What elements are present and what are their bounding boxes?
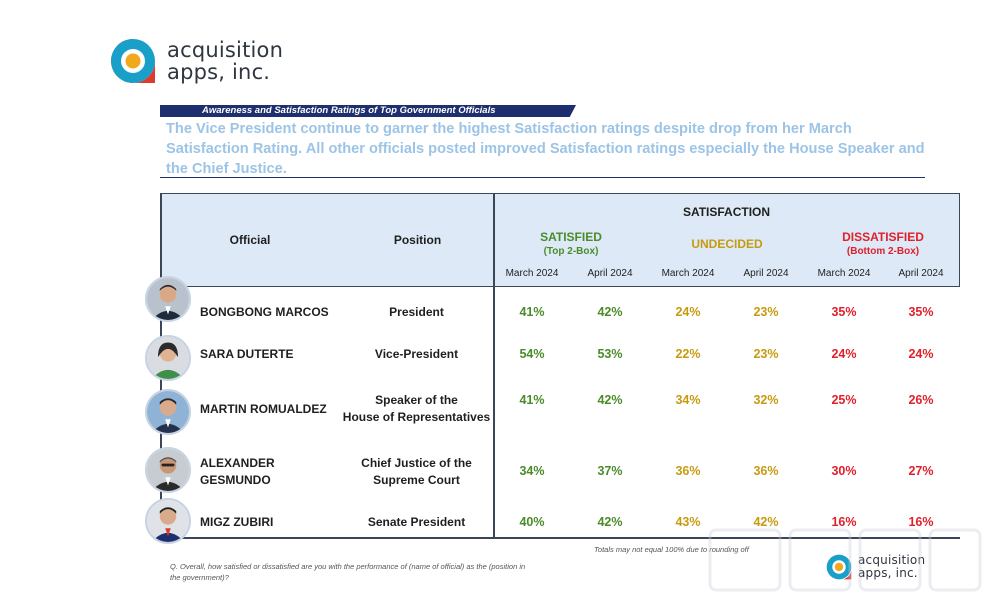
value-cell: 16%: [908, 515, 934, 529]
month-header: April 2024: [898, 268, 944, 279]
official-position-line2: House of Representatives: [342, 410, 491, 424]
headline-divider: [160, 177, 925, 178]
value-cell: 53%: [597, 347, 623, 361]
value-cell: 42%: [753, 515, 779, 529]
section-title: Awareness and Satisfaction Ratings of To…: [202, 105, 496, 116]
month-header: March 2024: [817, 268, 871, 279]
official-name: SARA DUTERTE: [200, 347, 294, 361]
logo-text-small: acquisition apps, inc.: [858, 554, 925, 580]
logo-mark-icon: [825, 553, 853, 581]
official-portrait-icon: [145, 447, 191, 493]
month-header: April 2024: [743, 268, 789, 279]
company-logo: acquisition apps, inc.: [108, 36, 283, 86]
footnote-totals: Totals may not equal 100% due to roundin…: [594, 545, 749, 554]
value-cell: 26%: [908, 393, 934, 407]
official-portrait-icon: [145, 335, 191, 381]
group-dissatisfied-title: DISSATISFIED: [842, 230, 924, 244]
official-portrait-icon: [145, 276, 191, 322]
official-name: ALEXANDER GESMUNDO: [200, 455, 275, 489]
value-cell: 30%: [831, 464, 857, 478]
value-cell: 36%: [675, 464, 701, 478]
value-cell: 36%: [753, 464, 779, 478]
official-name: MIGZ ZUBIRI: [200, 515, 274, 529]
logo-line1: acquisition: [167, 38, 284, 62]
header-satisfaction: SATISFACTION: [682, 205, 771, 219]
value-cell: 42%: [597, 305, 623, 319]
group-dissatisfied-sub: (Bottom 2-Box): [846, 246, 920, 257]
footnote-question: Q. Overall, how satisfied or dissatisfie…: [170, 562, 526, 582]
official-name: MARTIN ROMUALDEZ: [200, 402, 327, 416]
value-cell: 40%: [519, 515, 545, 529]
value-cell: 42%: [597, 393, 623, 407]
group-undecided-title: UNDECIDED: [691, 237, 763, 251]
official-position-line1: Chief Justice of the: [361, 456, 472, 470]
month-header: March 2024: [505, 268, 559, 279]
value-cell: 16%: [831, 515, 857, 529]
official-position-line2: Supreme Court: [373, 473, 460, 487]
group-dissatisfied: DISSATISFIED (Bottom 2-Box): [805, 230, 961, 259]
company-logo-small: acquisition apps, inc.: [825, 553, 925, 581]
month-header: March 2024: [661, 268, 715, 279]
month-header: April 2024: [587, 268, 633, 279]
group-satisfied-sub: (Top 2-Box): [543, 246, 599, 257]
value-cell: 24%: [831, 347, 857, 361]
value-cell: 32%: [753, 393, 779, 407]
value-cell: 24%: [675, 305, 701, 319]
value-cell: 41%: [519, 305, 545, 319]
value-cell: 41%: [519, 393, 545, 407]
value-cell: 22%: [675, 347, 701, 361]
table-bottom-border: [160, 537, 960, 539]
section-title-bar: Awareness and Satisfaction Ratings of To…: [160, 105, 576, 117]
ratings-table: Official Position SATISFACTION SATISFIED…: [145, 193, 961, 544]
headline: The Vice President continue to garner th…: [166, 121, 925, 177]
value-cell: 23%: [753, 305, 779, 319]
logo-line2: apps, inc.: [858, 566, 918, 580]
logo-line1: acquisition: [858, 553, 926, 567]
group-satisfied-title: SATISFIED: [540, 230, 602, 244]
official-position: Speaker of the House of Representatives: [340, 392, 493, 426]
official-portrait-icon: [145, 498, 191, 544]
value-cell: 23%: [753, 347, 779, 361]
official-position: President: [389, 305, 444, 319]
official-name-line1: ALEXANDER: [200, 456, 275, 470]
official-position: Senate President: [367, 515, 466, 529]
official-position: Chief Justice of the Supreme Court: [340, 455, 493, 489]
value-cell: 34%: [519, 464, 545, 478]
value-cell: 24%: [908, 347, 934, 361]
group-undecided: UNDECIDED: [649, 237, 805, 252]
value-cell: 27%: [908, 464, 934, 478]
logo-text: acquisition apps, inc.: [167, 39, 283, 83]
official-name: BONGBONG MARCOS: [200, 305, 329, 319]
group-satisfied: SATISFIED (Top 2-Box): [493, 230, 649, 259]
table-middle-border: [493, 193, 495, 539]
value-cell: 25%: [831, 393, 857, 407]
value-cell: 35%: [831, 305, 857, 319]
header-position: Position: [393, 233, 442, 247]
official-portrait-icon: [145, 389, 191, 435]
value-cell: 35%: [908, 305, 934, 319]
table-right-border: [958, 193, 960, 287]
official-name-line2: GESMUNDO: [200, 473, 271, 487]
logo-mark-icon: [108, 36, 158, 86]
official-position: Vice-President: [374, 347, 459, 361]
value-cell: 43%: [675, 515, 701, 529]
logo-line2: apps, inc.: [167, 60, 271, 84]
value-cell: 34%: [675, 393, 701, 407]
official-position-line1: Speaker of the: [375, 393, 458, 407]
table-header-background: [160, 193, 960, 287]
value-cell: 37%: [597, 464, 623, 478]
value-cell: 42%: [597, 515, 623, 529]
header-official: Official: [229, 233, 271, 247]
value-cell: 54%: [519, 347, 545, 361]
